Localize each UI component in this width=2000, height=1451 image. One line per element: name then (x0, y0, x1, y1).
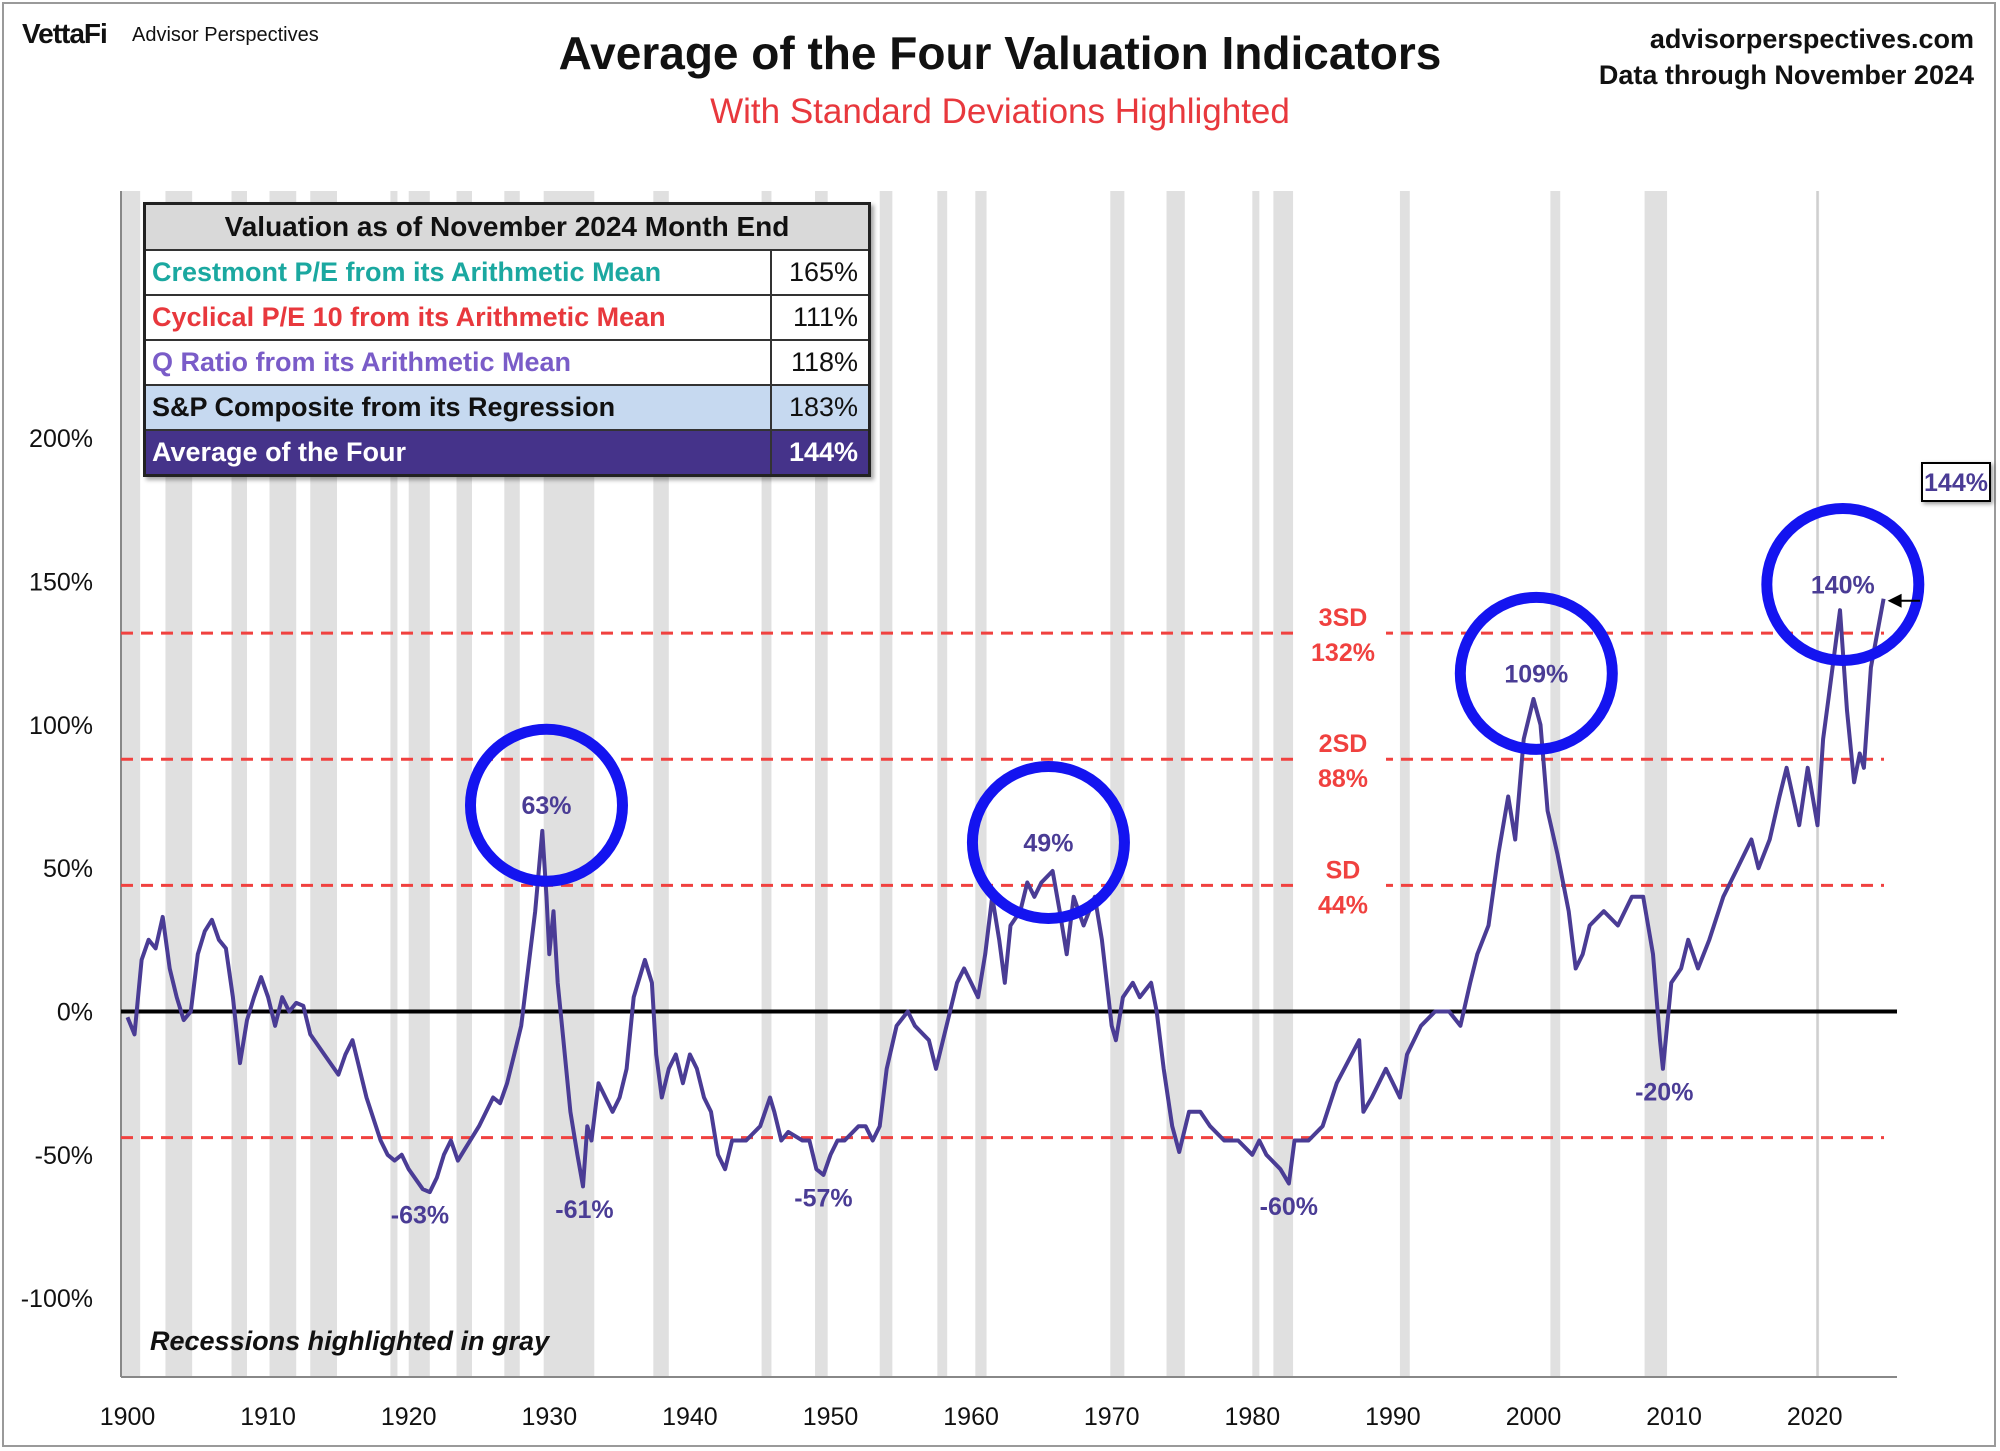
latest-value-label: 144% (1924, 469, 1988, 497)
sd-name-label: 2SD (1319, 730, 1368, 758)
peak-circle (1761, 503, 1925, 667)
sd-label-bg (1300, 851, 1386, 916)
y-tick-label: -100% (21, 1285, 93, 1313)
row-label: S&P Composite from its Regression (152, 392, 616, 422)
recession-band (390, 191, 398, 1377)
callout-arrow-icon (1887, 593, 1902, 608)
sd-label-bg (1300, 725, 1386, 790)
recession-band (761, 191, 772, 1377)
valuation-table-row: Crestmont P/E from its Arithmetic Mean 16… (146, 249, 868, 294)
valuation-table-row: Q Ratio from its Arithmetic Mean 118% (146, 339, 868, 384)
row-value: 111% (770, 296, 868, 339)
row-value: 183% (770, 386, 868, 429)
sd-value-label: 132% (1311, 639, 1375, 667)
x-tick-label: 1950 (803, 1403, 859, 1431)
trough-label: -61% (555, 1196, 613, 1224)
recession-band (975, 191, 987, 1377)
recession-band (1273, 191, 1294, 1377)
y-tick-label: 150% (29, 569, 93, 597)
x-tick-label: 1930 (521, 1403, 577, 1431)
recession-band (1550, 191, 1561, 1377)
vettafi-logo: VettaFi (22, 18, 108, 49)
site-name: advisorperspectives.com (1649, 24, 1974, 54)
sd-value-label: 88% (1318, 765, 1368, 793)
peak-circle (966, 761, 1130, 925)
sd-label-bg (1300, 599, 1386, 664)
sd-value-label: 44% (1318, 891, 1368, 919)
latest-callout-box (1921, 462, 1991, 502)
row-value: 118% (770, 341, 868, 384)
recession-band (408, 191, 430, 1377)
average-of-four-line (125, 598, 1886, 1195)
x-tick-label: 1990 (1365, 1403, 1421, 1431)
peak-label: 109% (1504, 660, 1568, 688)
valuation-table-title: Valuation as of November 2024 Month End (146, 205, 868, 249)
y-tick-label: 200% (29, 425, 93, 453)
row-value: 165% (770, 251, 868, 294)
x-tick-label: 1940 (662, 1403, 718, 1431)
recession-band (1399, 191, 1410, 1377)
recession-band (1166, 191, 1185, 1377)
peak-label: 49% (1023, 830, 1073, 858)
x-tick-label: 1920 (381, 1403, 437, 1431)
x-tick-label: 1900 (100, 1403, 156, 1431)
chart-subtitle: With Standard Deviations Highlighted (710, 92, 1290, 131)
valuation-table-row: Cyclical P/E 10 from its Arithmetic Mean… (146, 294, 868, 339)
sd-name-label: SD (1326, 856, 1361, 884)
trough-label: -60% (1260, 1193, 1318, 1221)
peak-circle (1454, 591, 1618, 755)
y-tick-label: 0% (57, 999, 93, 1027)
peak-label: 63% (521, 792, 571, 820)
sd-name-label: 3SD (1319, 604, 1368, 632)
valuation-table: Valuation as of November 2024 Month End … (143, 202, 871, 477)
recession-band (120, 191, 141, 1377)
valuation-table-row: Average of the Four 144% (146, 429, 868, 474)
x-tick-label: 1960 (943, 1403, 999, 1431)
recession-band (1252, 191, 1260, 1377)
logo-subtitle: Advisor Perspectives (132, 24, 319, 46)
row-label: Cyclical P/E 10 from its Arithmetic Mean (152, 302, 666, 332)
recession-band (456, 191, 472, 1377)
row-value: 144% (770, 431, 868, 474)
x-tick-label: 2010 (1646, 1403, 1702, 1431)
recession-note: Recessions highlighted in gray (150, 1326, 550, 1356)
recession-band (879, 191, 893, 1377)
data-through: Data through November 2024 (1598, 60, 1974, 90)
row-label: Q Ratio from its Arithmetic Mean (152, 347, 572, 377)
trough-label: -63% (391, 1202, 449, 1230)
recession-band (1110, 191, 1125, 1377)
trough-label: -20% (1635, 1078, 1693, 1106)
recession-band (231, 191, 248, 1377)
x-tick-label: 1980 (1224, 1403, 1280, 1431)
chart-title: Average of the Four Valuation Indicators (558, 27, 1442, 79)
x-tick-label: 1970 (1084, 1403, 1140, 1431)
y-tick-label: -50% (35, 1142, 93, 1170)
peak-label: 140% (1811, 572, 1875, 600)
y-tick-label: 50% (43, 855, 93, 883)
y-tick-label: 100% (29, 712, 93, 740)
recession-band (1644, 191, 1668, 1377)
valuation-table-row: S&P Composite from its Regression 183% (146, 384, 868, 429)
x-tick-label: 1910 (240, 1403, 296, 1431)
recession-band (937, 191, 948, 1377)
recession-band (815, 191, 828, 1377)
trough-label: -57% (794, 1184, 852, 1212)
x-tick-label: 2020 (1787, 1403, 1843, 1431)
row-label: Average of the Four (152, 437, 407, 467)
row-label: Crestmont P/E from its Arithmetic Mean (152, 257, 662, 287)
peak-circle (464, 723, 628, 887)
x-tick-label: 2000 (1506, 1403, 1562, 1431)
